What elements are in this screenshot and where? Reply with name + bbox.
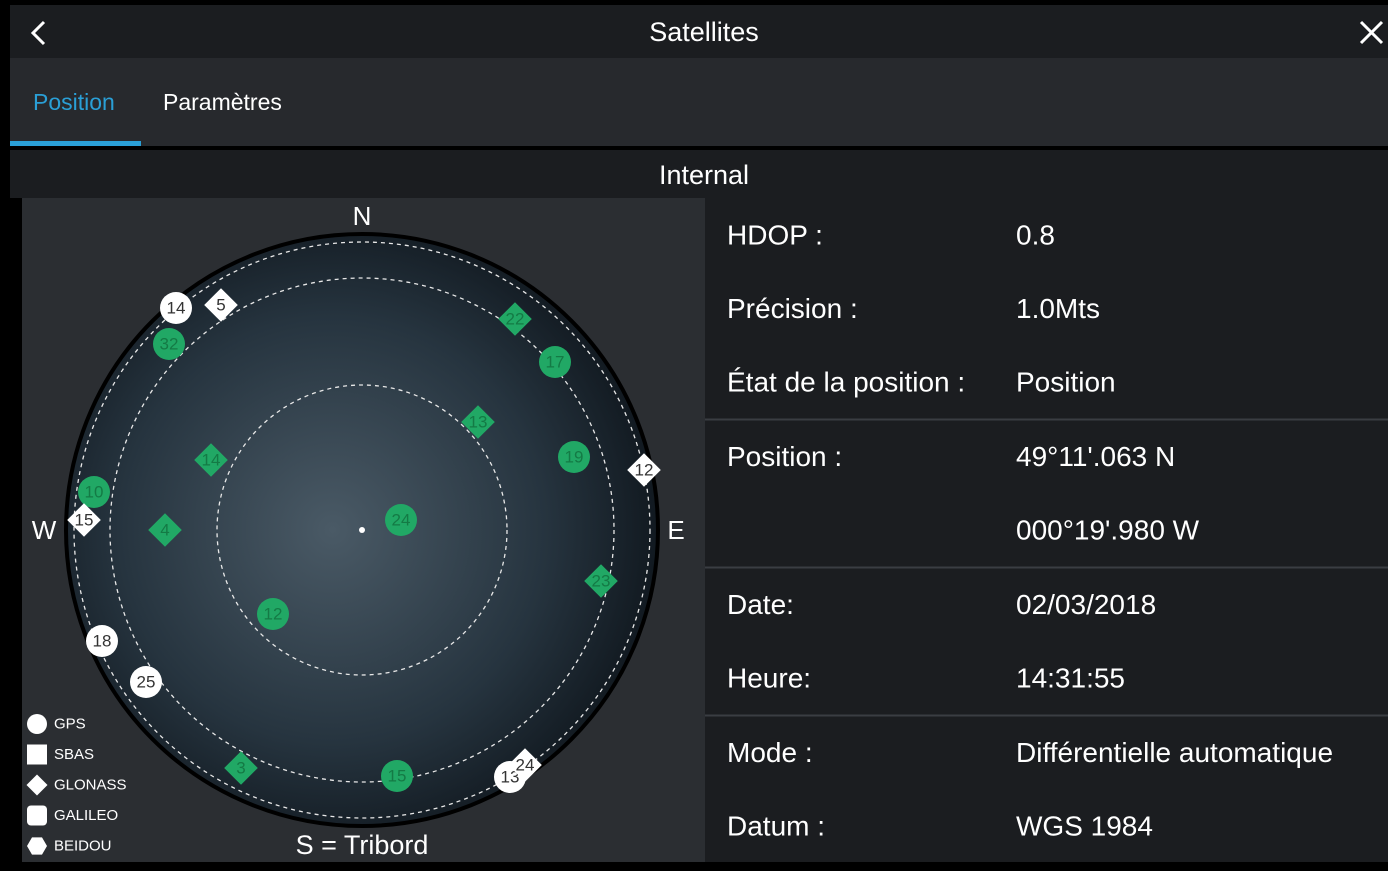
marker [27, 745, 47, 765]
satellite-label: 10 [85, 483, 104, 502]
satellite-label: 19 [565, 448, 584, 467]
satellite-label: 24 [516, 756, 535, 775]
marker [27, 806, 47, 826]
satellite: 15 [381, 760, 413, 792]
section-title: Internal [659, 160, 749, 190]
satellite: 12 [257, 598, 289, 630]
info-value: Position [1016, 367, 1116, 398]
satellite: 17 [539, 346, 571, 378]
satellite: 18 [86, 625, 118, 657]
legend-label: GPS [54, 716, 86, 733]
satellite: 10 [78, 476, 110, 508]
satellite-label: 18 [93, 632, 112, 651]
marker [27, 714, 47, 734]
page: Satellites Position Paramètres Internal N… [0, 0, 1388, 871]
legend-label: BEIDOU [54, 838, 112, 855]
legend-label: GLONASS [54, 777, 127, 794]
info-label: État de la position : [727, 367, 965, 398]
satellite-label: 12 [264, 605, 283, 624]
info-label: Position : [727, 441, 842, 472]
info-label: Heure: [727, 663, 811, 694]
info-value: 0.8 [1016, 220, 1055, 251]
satellite: 24 [385, 504, 417, 536]
satellite-label: 14 [202, 451, 221, 470]
tab[interactable]: Paramètres [163, 89, 282, 115]
satellite-label: 17 [546, 353, 565, 372]
info-label: Mode : [727, 737, 813, 768]
satellite: 32 [153, 328, 185, 360]
east-label: E [667, 515, 684, 545]
satellite-label: 15 [75, 511, 94, 530]
info-value: WGS 1984 [1016, 811, 1153, 842]
satellite: 19 [558, 441, 590, 473]
info-value: 14:31:55 [1016, 663, 1125, 694]
satellite-label: 14 [167, 299, 186, 318]
satellite-label: 3 [236, 759, 245, 778]
info-value: 49°11'.063 N [1016, 441, 1175, 472]
satellite: 14 [160, 292, 192, 324]
satellite-label: 5 [216, 296, 225, 315]
west-label: W [32, 515, 57, 545]
satellite: 25 [130, 666, 162, 698]
legend-label: GALILEO [54, 807, 118, 824]
info-label: Datum : [727, 811, 825, 842]
info-value: Différentielle automatique [1016, 737, 1333, 768]
satellite-label: 23 [592, 572, 611, 591]
satellite-label: 32 [160, 335, 179, 354]
info-value: 02/03/2018 [1016, 589, 1156, 620]
satellite-label: 22 [506, 310, 525, 329]
info-label: Précision : [727, 293, 858, 324]
north-label: N [353, 201, 372, 231]
info-label: Date: [727, 589, 794, 620]
center-dot [359, 527, 365, 533]
screen: Satellites Position Paramètres Internal N… [0, 0, 1388, 871]
info-label: HDOP : [727, 220, 823, 251]
title: Satellites [649, 17, 759, 47]
tab[interactable]: Position [33, 89, 115, 115]
satellite-label: 24 [392, 511, 411, 530]
satellite-label: 15 [388, 767, 407, 786]
satellite-label: 13 [469, 413, 488, 432]
satellite-label: 12 [635, 461, 654, 480]
info-value: 000°19'.980 W [1016, 515, 1200, 546]
legend-label: SBAS [54, 746, 94, 763]
info-value: 1.0Mts [1016, 293, 1100, 324]
satellite-label: 25 [137, 673, 156, 692]
tab-underline [10, 141, 141, 146]
satellite-label: 4 [160, 521, 169, 540]
south-label: S = Tribord [296, 830, 429, 860]
